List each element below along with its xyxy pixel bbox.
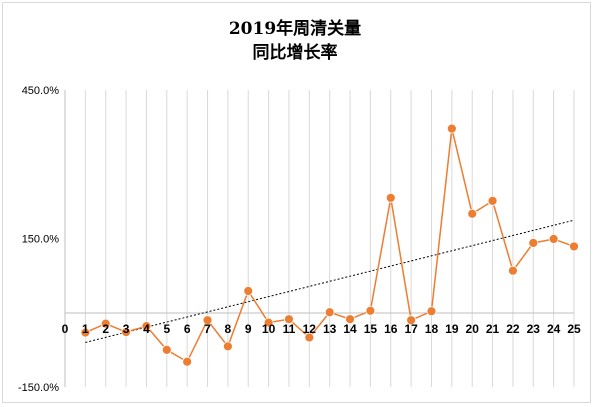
- x-tick-label: 11: [283, 322, 296, 336]
- x-tick-label: 19: [445, 322, 459, 336]
- data-point: [508, 265, 518, 276]
- data-point: [385, 193, 396, 203]
- data-point: [304, 332, 315, 343]
- x-tick-label: 5: [163, 322, 170, 336]
- chart-title-line-1: 2019年周清关量: [229, 18, 361, 39]
- data-point: [161, 344, 172, 355]
- x-tick-label: 10: [262, 322, 276, 336]
- x-tick-label: 9: [245, 322, 252, 336]
- x-tick-label: 15: [364, 322, 378, 336]
- x-tick-label: 3: [123, 322, 130, 336]
- data-point: [345, 314, 355, 325]
- series-line: [80, 123, 579, 367]
- data-point: [141, 321, 152, 332]
- x-tick-label: 1: [82, 322, 89, 336]
- data-point: [80, 327, 91, 338]
- gridlines: [64, 90, 575, 387]
- data-point: [182, 356, 193, 367]
- y-tick-label: 150.0%: [22, 234, 60, 246]
- data-point: [324, 307, 335, 318]
- data-point: [406, 315, 417, 326]
- x-tick-label: 2: [102, 322, 109, 336]
- data-point: [121, 327, 131, 337]
- x-tick-label: 22: [506, 322, 520, 336]
- x-tick-label: 13: [323, 322, 337, 336]
- x-tick-label: 4: [143, 322, 150, 336]
- data-point: [100, 318, 111, 329]
- x-tick-label: 24: [547, 322, 561, 336]
- data-point: [426, 306, 437, 317]
- chart-title-line-2: 同比增长率: [253, 42, 338, 63]
- y-tick-label: -150.0%: [18, 382, 59, 394]
- data-point: [202, 315, 213, 326]
- data-point: [487, 195, 498, 206]
- x-tick-label: 23: [527, 322, 541, 336]
- x-tick-label: 20: [466, 322, 480, 336]
- y-tick-label: 450.0%: [22, 85, 60, 97]
- x-tick-label: 12: [303, 322, 317, 336]
- tick-labels: 450.0%150.0%-150.0%0 1 2 3 4 5 6 7 8 9 10 11 12 13 14 1…: [18, 85, 581, 394]
- x-tick-label: 8: [225, 322, 232, 336]
- data-point: [243, 286, 254, 296]
- chart-frame: 2019年周清关量 同比增长率 450.0% 150.0% -150.0% 0 1 2 3 4…: [2, 2, 591, 403]
- data-point: [446, 123, 457, 134]
- x-tick-label: 14: [343, 322, 357, 336]
- data-point: [569, 241, 579, 252]
- chart-svg: 2019年周清关量 同比增长率 450.0%150.0%-150.0%0 1 2 3 4…: [18, 18, 581, 394]
- data-point: [263, 317, 274, 328]
- axes: [64, 90, 574, 387]
- x-tick-label: 25: [567, 322, 581, 336]
- x-tick-label: 18: [425, 322, 439, 336]
- data-point: [467, 208, 478, 219]
- data-point: [548, 234, 559, 244]
- x-tick-label: 16: [384, 322, 398, 336]
- data-point: [528, 238, 539, 248]
- x-tick-label: 6: [184, 322, 191, 336]
- data-point: [284, 314, 294, 325]
- x-tick-label: 0: [62, 322, 69, 336]
- data-point: [222, 341, 233, 352]
- x-tick-label: 7: [204, 322, 211, 336]
- x-tick-label: 21: [486, 322, 500, 336]
- x-tick-label: 17: [404, 322, 418, 336]
- data-point: [365, 305, 376, 316]
